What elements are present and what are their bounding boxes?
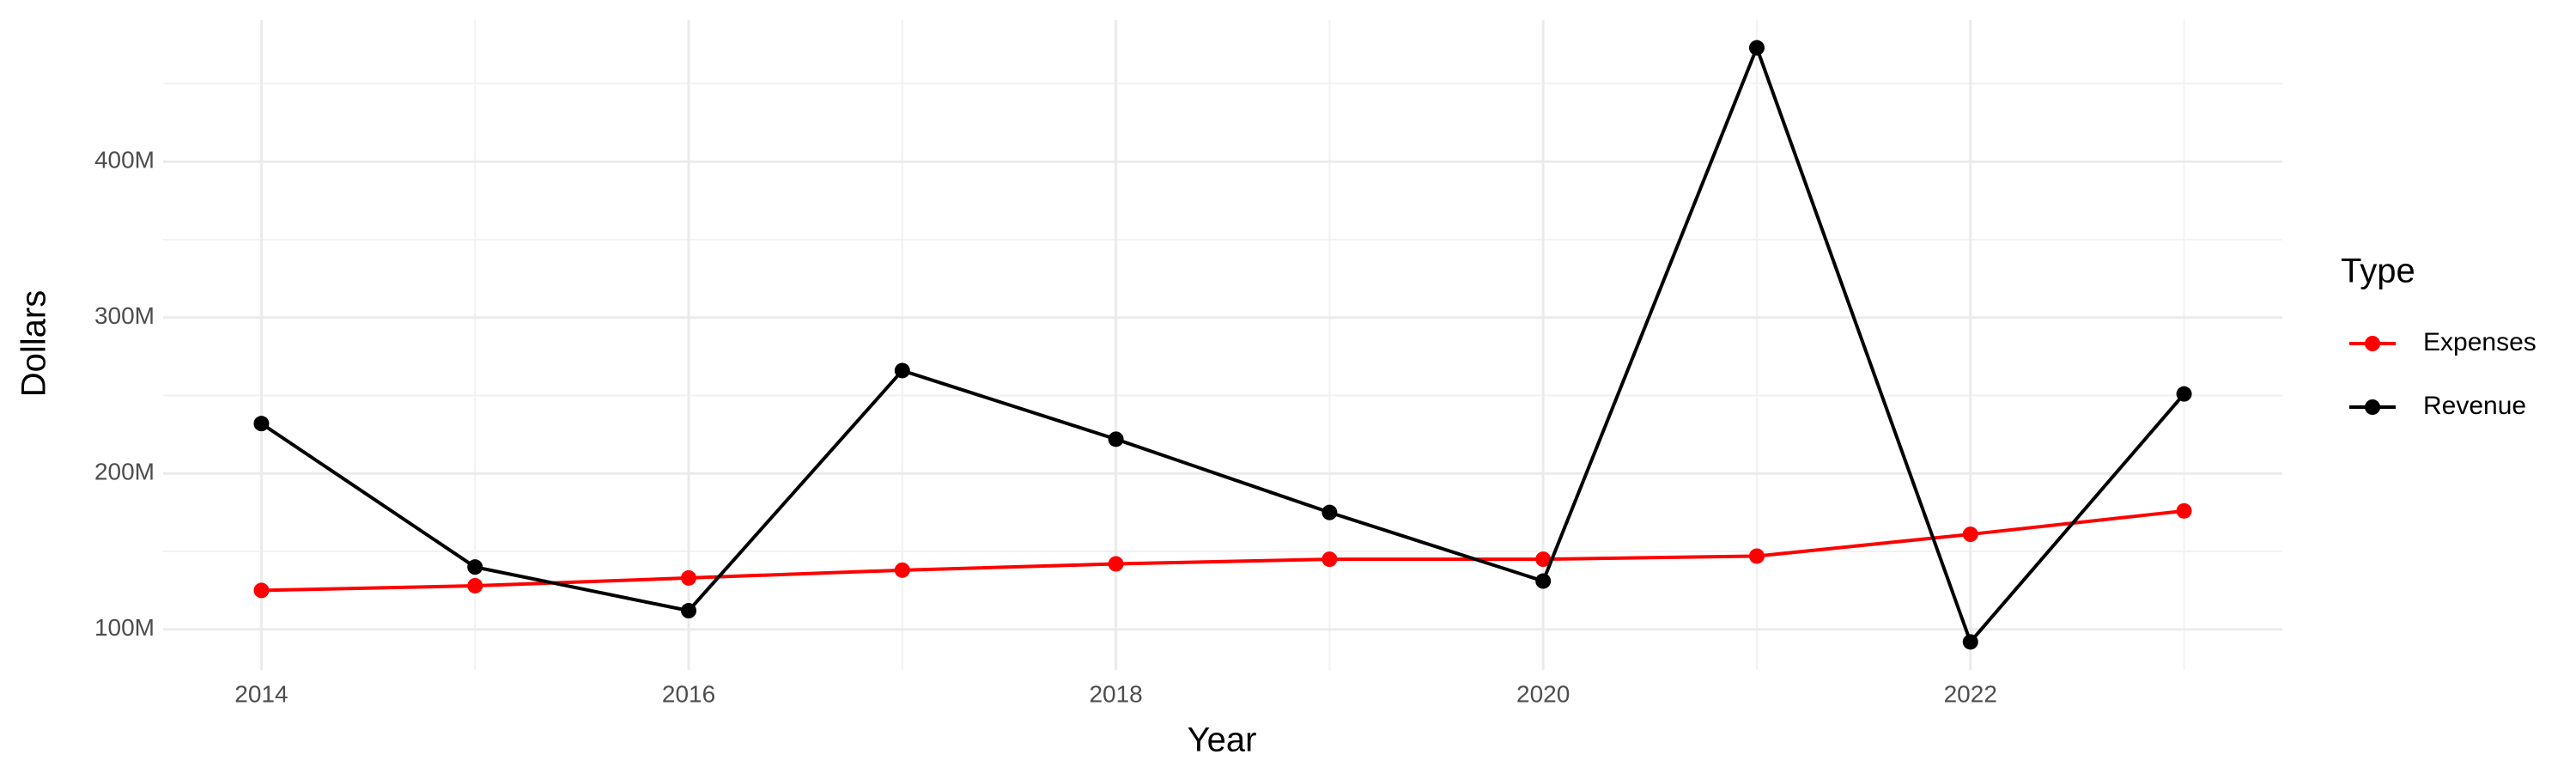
y-axis-title: Dollars <box>15 290 53 397</box>
data-point <box>1748 548 1765 564</box>
data-point <box>253 582 270 599</box>
data-point <box>2176 502 2192 519</box>
legend-label: Expenses <box>2423 328 2537 356</box>
y-tick-label: 400M <box>94 147 155 173</box>
series-line <box>261 508 2184 593</box>
x-tick-label: 2018 <box>1089 680 1142 707</box>
data-point <box>1748 40 1765 56</box>
data-point <box>2176 386 2192 402</box>
data-point <box>1108 556 1124 572</box>
legend-title: Type <box>2341 253 2415 290</box>
data-point <box>1535 573 1552 589</box>
legend-label: Revenue <box>2423 392 2526 420</box>
legend-dot <box>2365 336 2380 351</box>
data-point <box>1321 551 1338 568</box>
data-point <box>1321 504 1338 520</box>
data-point <box>894 362 910 379</box>
data-point <box>467 559 483 575</box>
y-tick-label: 300M <box>94 302 155 329</box>
data-point <box>1962 634 1978 650</box>
data-point <box>681 569 697 586</box>
data-point <box>1108 431 1124 447</box>
data-point <box>1962 526 1978 543</box>
y-tick-label: 200M <box>94 459 155 485</box>
legend-dot <box>2365 399 2380 415</box>
x-tick-label: 2014 <box>234 680 288 707</box>
x-tick-label: 2016 <box>662 680 715 707</box>
x-axis-title: Year <box>1188 721 1257 759</box>
data-point <box>894 562 910 578</box>
x-tick-label: 2020 <box>1516 680 1570 707</box>
x-tick-label: 2022 <box>1944 680 1997 707</box>
series-line <box>260 43 2186 646</box>
data-point <box>681 603 697 619</box>
data-point <box>467 577 483 593</box>
data-point <box>1535 551 1552 568</box>
data-point <box>253 416 270 432</box>
y-tick-label: 100M <box>94 614 155 641</box>
